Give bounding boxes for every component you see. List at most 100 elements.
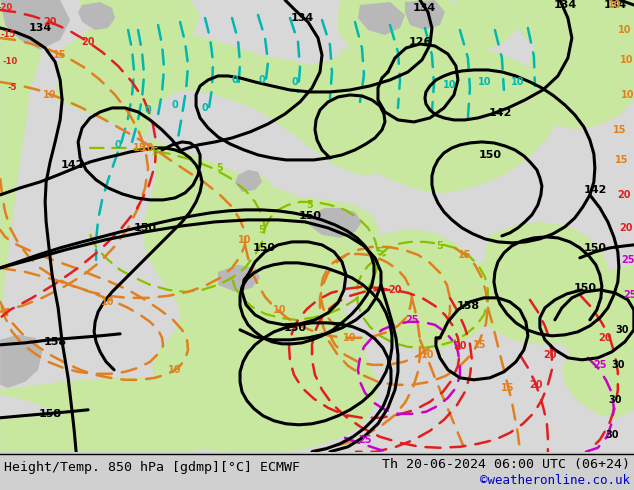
Polygon shape bbox=[562, 330, 634, 418]
Text: 10: 10 bbox=[443, 80, 456, 90]
Text: 0: 0 bbox=[172, 100, 178, 110]
Text: Height/Temp. 850 hPa [gdmp][°C] ECMWF: Height/Temp. 850 hPa [gdmp][°C] ECMWF bbox=[4, 462, 300, 474]
Text: 5: 5 bbox=[259, 225, 266, 235]
Text: 25: 25 bbox=[623, 290, 634, 300]
Text: 0: 0 bbox=[292, 77, 299, 87]
Polygon shape bbox=[218, 265, 260, 292]
Polygon shape bbox=[0, 0, 45, 320]
Text: 30: 30 bbox=[615, 325, 628, 335]
Text: 150: 150 bbox=[134, 223, 157, 233]
Polygon shape bbox=[338, 0, 462, 75]
Polygon shape bbox=[232, 198, 380, 272]
Polygon shape bbox=[185, 275, 272, 344]
Text: 25: 25 bbox=[621, 255, 634, 265]
Text: 5: 5 bbox=[307, 200, 313, 210]
Polygon shape bbox=[0, 378, 275, 452]
Text: 10: 10 bbox=[608, 0, 621, 10]
Polygon shape bbox=[175, 260, 320, 346]
Text: 25: 25 bbox=[593, 360, 607, 370]
Polygon shape bbox=[185, 272, 268, 342]
Text: ©weatheronline.co.uk: ©weatheronline.co.uk bbox=[480, 474, 630, 488]
Text: 30: 30 bbox=[605, 430, 619, 440]
Text: 142: 142 bbox=[60, 160, 84, 170]
Polygon shape bbox=[235, 175, 272, 210]
Text: 15: 15 bbox=[613, 125, 626, 135]
Polygon shape bbox=[545, 265, 634, 360]
Polygon shape bbox=[588, 0, 634, 55]
Polygon shape bbox=[327, 290, 345, 312]
Text: 10: 10 bbox=[168, 365, 182, 375]
Text: 20: 20 bbox=[598, 333, 612, 343]
Text: 10: 10 bbox=[511, 77, 525, 87]
Text: 20: 20 bbox=[388, 285, 402, 295]
Polygon shape bbox=[345, 335, 368, 358]
Text: 20: 20 bbox=[529, 380, 543, 390]
Polygon shape bbox=[358, 2, 405, 35]
Polygon shape bbox=[458, 248, 608, 345]
Polygon shape bbox=[450, 0, 492, 55]
Text: 10: 10 bbox=[101, 297, 115, 307]
Text: 10: 10 bbox=[141, 143, 155, 153]
Text: 10: 10 bbox=[238, 235, 252, 245]
Text: 150: 150 bbox=[573, 283, 597, 293]
Text: -15: -15 bbox=[1, 30, 16, 40]
Text: 142: 142 bbox=[584, 185, 607, 195]
Text: 150: 150 bbox=[583, 243, 606, 253]
Text: 25: 25 bbox=[358, 435, 372, 445]
Text: 20: 20 bbox=[543, 350, 557, 360]
Text: 10: 10 bbox=[478, 77, 492, 87]
Text: 0: 0 bbox=[115, 140, 122, 150]
Text: 134: 134 bbox=[553, 0, 576, 10]
Text: 15: 15 bbox=[473, 340, 487, 350]
Polygon shape bbox=[235, 170, 262, 192]
Text: 134: 134 bbox=[603, 0, 626, 10]
Text: 134: 134 bbox=[412, 3, 436, 13]
Text: 10: 10 bbox=[43, 90, 57, 100]
Polygon shape bbox=[310, 208, 362, 238]
Text: 10: 10 bbox=[343, 333, 357, 343]
Text: 158: 158 bbox=[44, 337, 67, 347]
Text: 5: 5 bbox=[152, 147, 158, 157]
Polygon shape bbox=[80, 0, 200, 60]
Text: -5: -5 bbox=[8, 83, 17, 93]
Polygon shape bbox=[328, 42, 558, 193]
Text: 15: 15 bbox=[53, 50, 67, 60]
Polygon shape bbox=[222, 180, 245, 208]
Polygon shape bbox=[486, 222, 608, 308]
Text: 158: 158 bbox=[456, 301, 479, 311]
Polygon shape bbox=[0, 415, 200, 452]
Polygon shape bbox=[405, 0, 445, 30]
Text: 30: 30 bbox=[611, 360, 624, 370]
Text: Th 20-06-2024 06:00 UTC (06+24): Th 20-06-2024 06:00 UTC (06+24) bbox=[382, 458, 630, 471]
Text: 20: 20 bbox=[617, 190, 631, 200]
Text: 134: 134 bbox=[290, 13, 314, 23]
Polygon shape bbox=[55, 25, 492, 452]
Text: 150: 150 bbox=[479, 150, 501, 160]
Polygon shape bbox=[512, 0, 568, 45]
Text: 20: 20 bbox=[453, 341, 467, 351]
Text: 0: 0 bbox=[145, 105, 152, 115]
Text: 10: 10 bbox=[620, 55, 633, 65]
Text: 10: 10 bbox=[273, 305, 287, 315]
Text: 10: 10 bbox=[618, 25, 631, 35]
Polygon shape bbox=[78, 2, 115, 30]
Text: 15: 15 bbox=[458, 250, 472, 260]
Text: 5: 5 bbox=[217, 163, 223, 173]
Polygon shape bbox=[528, 0, 634, 130]
Text: 134: 134 bbox=[29, 23, 52, 33]
Text: 5: 5 bbox=[377, 247, 384, 257]
Text: 126: 126 bbox=[408, 37, 432, 47]
Text: 15: 15 bbox=[501, 383, 515, 393]
Polygon shape bbox=[100, 0, 138, 35]
Text: 20: 20 bbox=[619, 223, 633, 233]
Text: 0: 0 bbox=[202, 103, 209, 113]
Text: 25: 25 bbox=[405, 315, 418, 325]
Text: 142: 142 bbox=[488, 108, 512, 118]
Text: 15: 15 bbox=[133, 143, 147, 153]
Text: 10: 10 bbox=[621, 90, 634, 100]
Text: 0: 0 bbox=[259, 75, 266, 85]
Text: 150: 150 bbox=[299, 211, 321, 221]
Text: 20: 20 bbox=[81, 37, 95, 47]
Text: 0: 0 bbox=[231, 75, 238, 85]
Text: 15: 15 bbox=[615, 155, 628, 165]
